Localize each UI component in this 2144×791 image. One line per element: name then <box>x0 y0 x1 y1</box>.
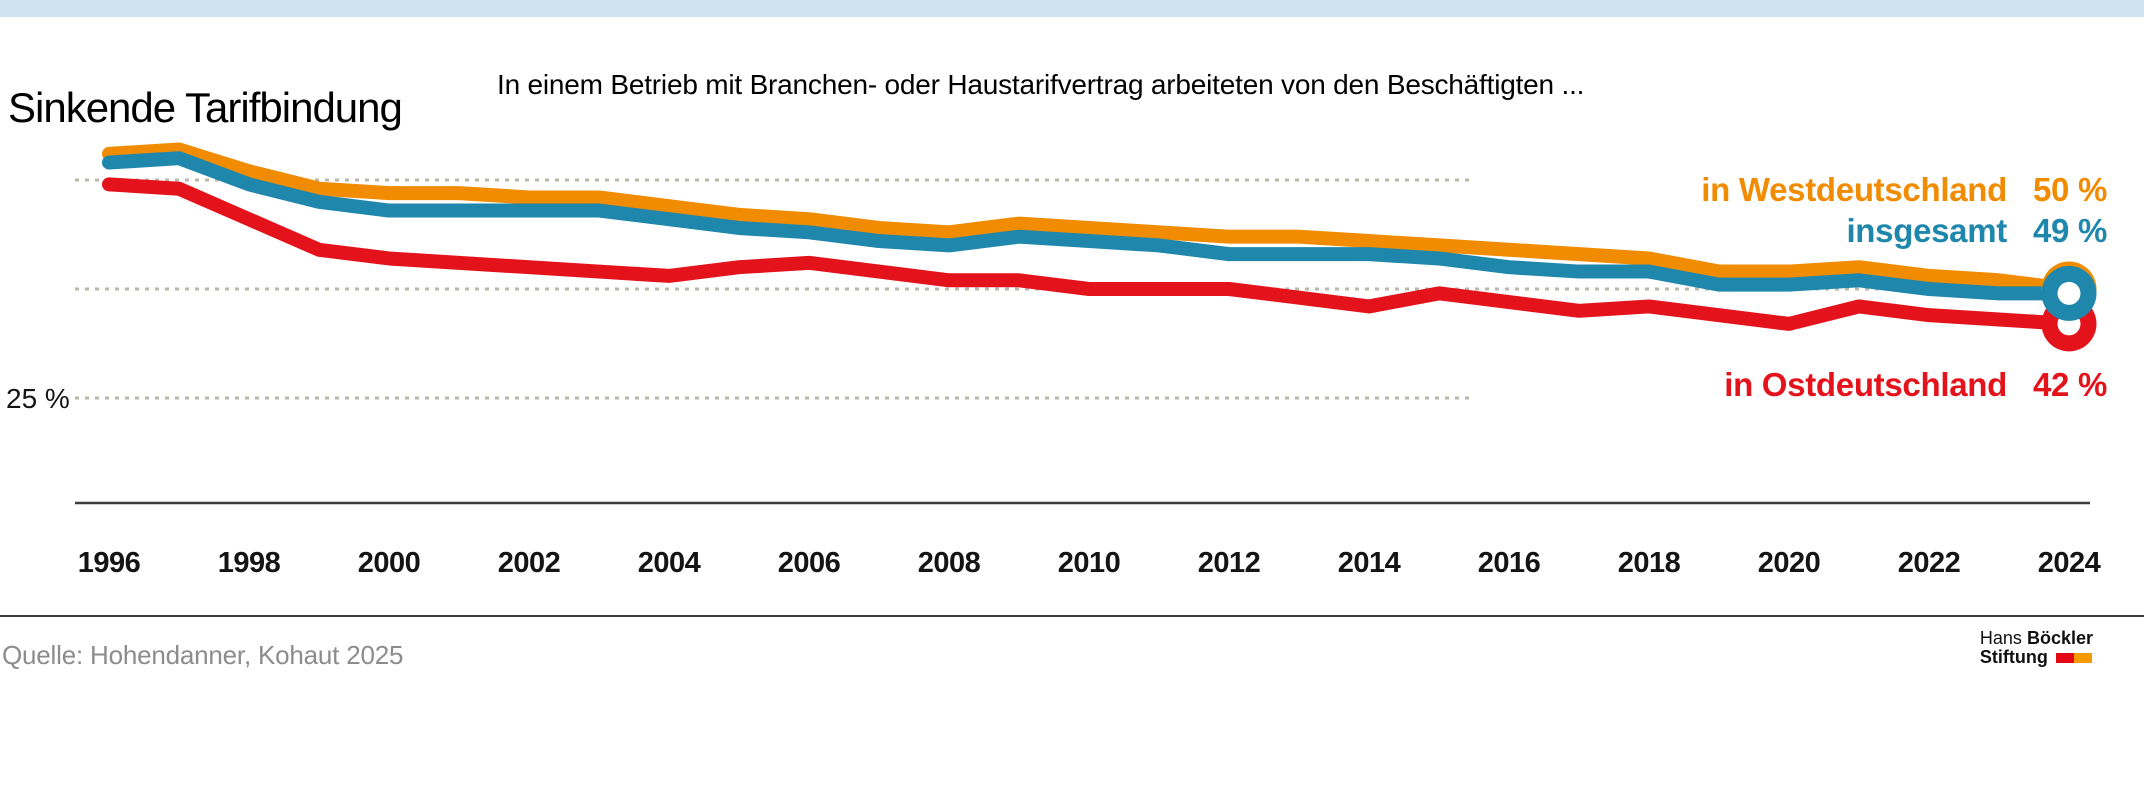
legend-west: in Westdeutschland 50 % <box>1701 171 2107 209</box>
legend-total-value: 49 % <box>2032 212 2107 249</box>
logo-line2: Stiftung <box>1980 648 2093 667</box>
hans-boeckler-stiftung-logo: Hans Böckler Stiftung <box>1980 629 2093 667</box>
x-tick-label: 2016 <box>1477 547 1541 579</box>
x-tick-label: 1998 <box>217 547 281 579</box>
x-tick-label: 2020 <box>1757 547 1821 579</box>
source-text: Quelle: Hohendanner, Kohaut 2025 <box>2 640 404 670</box>
legend-total: insgesamt 49 % <box>1846 212 2107 250</box>
legend-east-value: 42 % <box>2032 366 2107 403</box>
x-tick-label: 2012 <box>1197 547 1261 579</box>
x-tick-label: 2006 <box>777 547 841 579</box>
x-tick-label: 2002 <box>497 547 561 579</box>
x-tick-label: 2022 <box>1897 547 1961 579</box>
legend-east-label: in Ostdeutschland <box>1724 366 2007 403</box>
logo-orange-square <box>2073 653 2092 663</box>
legend-west-label: in Westdeutschland <box>1701 171 2007 208</box>
top-accent-bar <box>0 0 2144 17</box>
legend-total-label: insgesamt <box>1846 212 2007 249</box>
footer-divider <box>0 615 2144 617</box>
x-tick-label: 2024 <box>2037 547 2101 579</box>
logo-line1: Hans Böckler <box>1979 628 2093 648</box>
page-title: Sinkende Tarifbindung <box>8 84 403 132</box>
x-tick-label: 2018 <box>1617 547 1681 579</box>
y-axis-label: 25 % <box>6 383 70 414</box>
x-tick-label: 2008 <box>917 547 981 579</box>
x-tick-label: 1996 <box>77 547 141 579</box>
x-axis: 1996 1998 2000 2002 2004 2006 2008 2010 2012 2014… <box>39 547 2139 580</box>
x-tick-label: 2014 <box>1337 547 1401 579</box>
logo-red-square <box>2055 653 2074 663</box>
legend-west-value: 50 % <box>2032 171 2107 208</box>
page-subtitle: In einem Betrieb mit Branchen- oder Haus… <box>497 69 1585 100</box>
x-tick-label: 2010 <box>1057 547 1121 579</box>
legend-east: in Ostdeutschland 42 % <box>1724 366 2107 404</box>
x-tick-label: 2000 <box>357 547 421 579</box>
x-tick-label: 2004 <box>637 547 701 579</box>
